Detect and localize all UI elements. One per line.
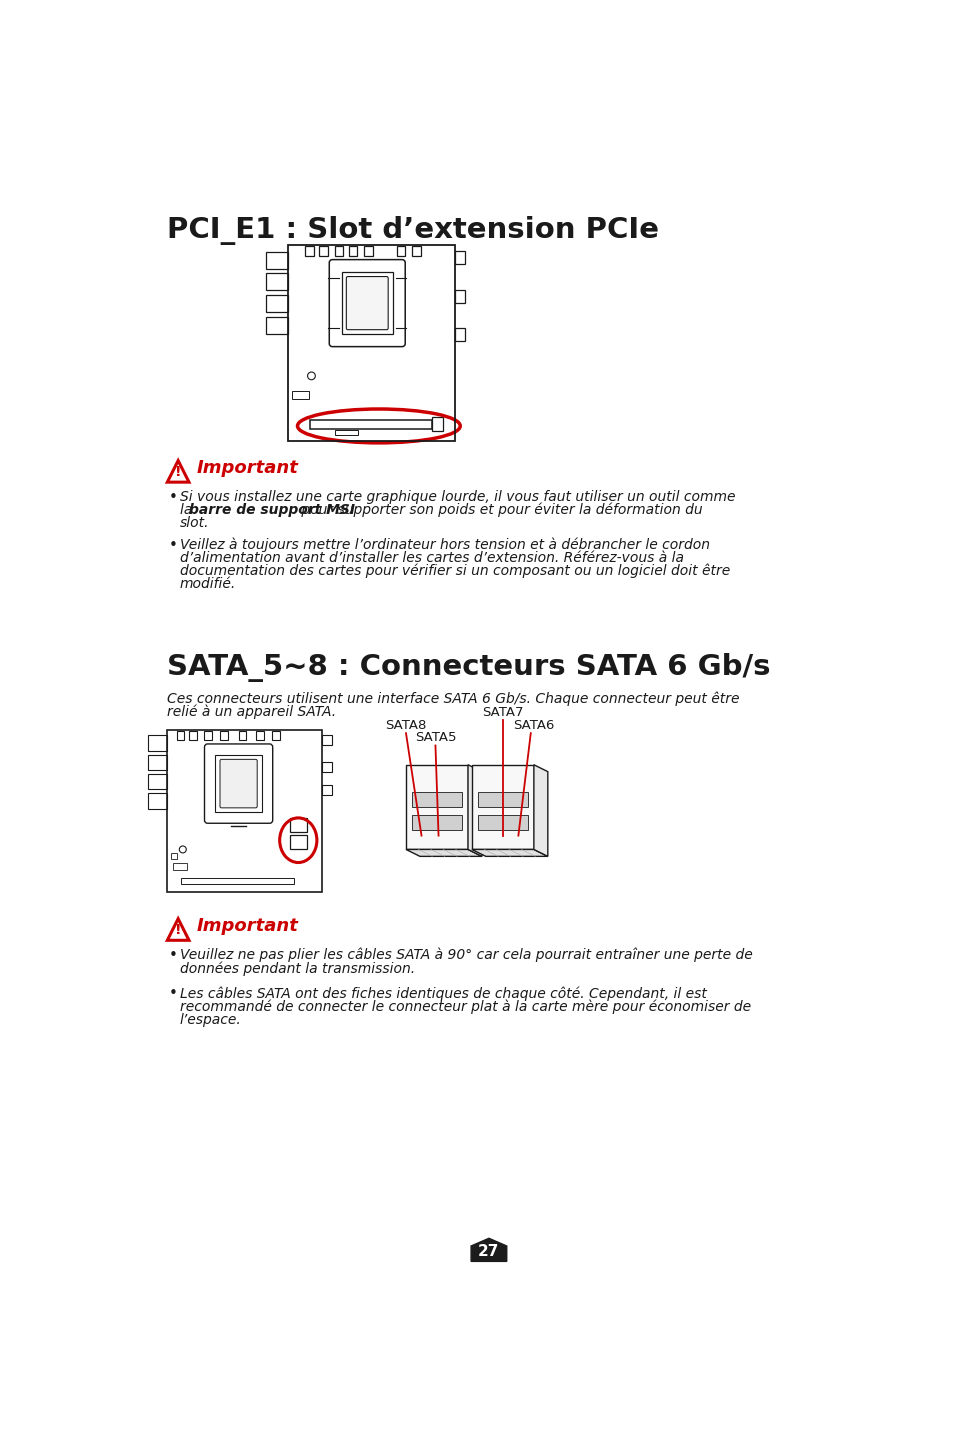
Bar	[292, 391, 309, 400]
Bar	[181, 878, 294, 884]
Bar	[290, 818, 307, 832]
Bar	[310, 420, 432, 430]
Bar	[148, 793, 167, 809]
Bar	[256, 730, 264, 740]
Bar	[319, 246, 328, 256]
Text: Les câbles SATA ont des fiches identiques de chaque côté. Cependant, il est: Les câbles SATA ont des fiches identique…	[179, 987, 706, 1001]
Text: Si vous installez une carte graphique lourde, il vous faut utiliser un outil com: Si vous installez une carte graphique lo…	[179, 490, 735, 504]
Bar	[412, 815, 461, 831]
Bar	[176, 730, 184, 740]
Text: SATA8: SATA8	[385, 719, 426, 732]
Polygon shape	[472, 765, 534, 849]
Bar	[215, 755, 261, 812]
Polygon shape	[472, 849, 547, 856]
Text: •: •	[169, 948, 177, 962]
Bar	[290, 835, 307, 849]
Text: d’alimentation avant d’installer les cartes d’extension. Référez-vous à la: d’alimentation avant d’installer les car…	[179, 551, 683, 564]
Bar	[322, 785, 332, 795]
Bar	[412, 246, 420, 256]
Bar	[305, 246, 314, 256]
Bar	[266, 274, 288, 291]
Bar	[364, 246, 373, 256]
Text: •: •	[169, 987, 177, 1001]
Text: !: !	[174, 924, 181, 938]
Text: Ces connecteurs utilisent une interface SATA 6 Gb/s. Chaque connecteur peut être: Ces connecteurs utilisent une interface …	[167, 692, 739, 706]
Bar	[238, 730, 246, 740]
Bar	[189, 730, 196, 740]
Bar	[477, 815, 527, 831]
Text: slot.: slot.	[179, 516, 209, 530]
Bar	[266, 316, 288, 334]
Text: Veillez à toujours mettre l’ordinateur hors tension et à débrancher le cordon: Veillez à toujours mettre l’ordinateur h…	[179, 537, 709, 553]
Bar	[204, 730, 212, 740]
Bar	[322, 762, 332, 772]
Bar	[348, 246, 356, 256]
Bar	[322, 735, 332, 745]
Bar	[148, 755, 167, 770]
Text: la: la	[179, 503, 196, 517]
Bar	[148, 736, 167, 750]
Bar	[432, 418, 443, 431]
Bar	[477, 792, 527, 808]
Text: modifié.: modifié.	[179, 577, 235, 591]
Bar	[171, 853, 177, 859]
Polygon shape	[406, 849, 481, 856]
Bar	[455, 328, 464, 341]
Text: l’espace.: l’espace.	[179, 1012, 241, 1027]
Polygon shape	[534, 765, 547, 856]
Text: barre de support MSI: barre de support MSI	[189, 503, 355, 517]
Bar	[272, 730, 279, 740]
Polygon shape	[406, 765, 468, 849]
Text: documentation des cartes pour vérifier si un composant ou un logiciel doit être: documentation des cartes pour vérifier s…	[179, 564, 729, 579]
Text: 27: 27	[477, 1244, 499, 1259]
Text: données pendant la transmission.: données pendant la transmission.	[179, 961, 415, 975]
Bar	[455, 251, 464, 265]
Bar	[455, 289, 464, 302]
Text: Important: Important	[196, 918, 298, 935]
Polygon shape	[468, 765, 481, 856]
Text: •: •	[169, 537, 177, 553]
Text: Important: Important	[196, 460, 298, 477]
Bar	[167, 730, 322, 892]
Bar	[335, 430, 357, 435]
Text: !: !	[174, 465, 181, 480]
Text: SATA6: SATA6	[513, 719, 554, 732]
FancyBboxPatch shape	[346, 276, 388, 329]
FancyBboxPatch shape	[220, 759, 257, 808]
Text: SATA_5~8 : Connecteurs SATA 6 Gb/s: SATA_5~8 : Connecteurs SATA 6 Gb/s	[167, 653, 770, 682]
Text: PCI_E1 : Slot d’extension PCIe: PCI_E1 : Slot d’extension PCIe	[167, 216, 659, 245]
Text: pour supporter son poids et pour éviter la déformation du: pour supporter son poids et pour éviter …	[297, 503, 702, 517]
Bar	[412, 792, 461, 808]
Text: •: •	[169, 490, 177, 505]
Text: SATA7: SATA7	[481, 706, 523, 719]
Bar	[220, 730, 228, 740]
Bar	[396, 246, 405, 256]
Bar	[148, 773, 167, 789]
Text: Veuillez ne pas plier les câbles SATA à 90° car cela pourrait entraîner une pert: Veuillez ne pas plier les câbles SATA à …	[179, 948, 752, 962]
Bar	[173, 863, 187, 871]
Text: SATA5: SATA5	[415, 730, 456, 745]
Bar	[341, 272, 393, 334]
Bar	[266, 252, 288, 269]
Polygon shape	[471, 1239, 506, 1262]
Bar	[335, 246, 343, 256]
Text: recommandé de connecter le connecteur plat à la carte mère pour économiser de: recommandé de connecter le connecteur pl…	[179, 1000, 750, 1014]
Bar	[288, 245, 455, 441]
Bar	[266, 295, 288, 312]
Text: relié à un appareil SATA.: relié à un appareil SATA.	[167, 705, 336, 719]
